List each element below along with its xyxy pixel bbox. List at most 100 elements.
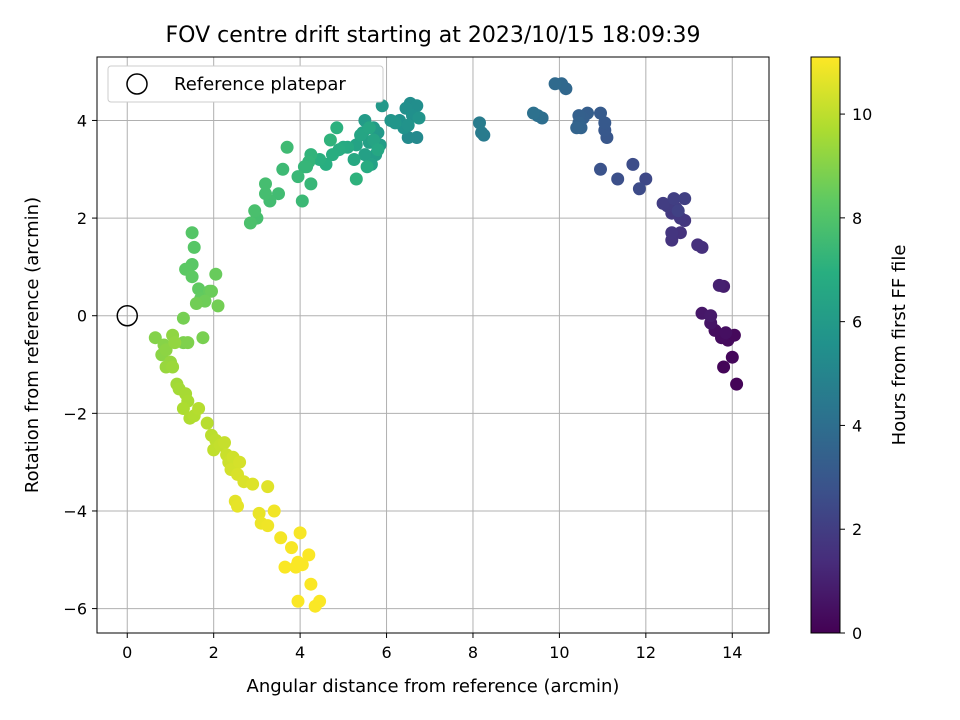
data-point	[211, 299, 225, 313]
colorbar-tick-label: 2	[852, 520, 862, 539]
plot-frame	[96, 56, 770, 634]
data-point	[611, 172, 625, 186]
data-point	[295, 558, 309, 572]
data-point	[665, 226, 679, 240]
data-point	[261, 519, 275, 533]
colorbar-tick-label: 8	[852, 209, 862, 228]
data-point	[274, 531, 288, 545]
legend-box	[107, 65, 384, 103]
data-point	[725, 350, 739, 364]
data-point	[371, 143, 385, 157]
data-point	[527, 106, 540, 120]
colorbar-label: Hours from first FF file	[889, 245, 910, 446]
data-point	[259, 177, 272, 191]
plot-area: 0 2 4 6 8 10 12 14 −6 −4 −2 0 2 4	[63, 56, 770, 662]
data-point	[218, 436, 231, 450]
y-tick-label: −2	[63, 404, 87, 423]
data-point	[192, 282, 206, 296]
data-point	[291, 170, 305, 184]
data-point	[233, 455, 247, 469]
legend: Reference platepar	[107, 65, 384, 103]
chart-title: FOV centre drift starting at 2023/10/15 …	[166, 23, 701, 48]
data-point	[295, 194, 309, 208]
data-point	[246, 477, 260, 491]
data-point	[243, 216, 257, 230]
colorbar-tick-label: 4	[852, 416, 862, 435]
data-point	[330, 121, 344, 135]
data-point	[176, 311, 190, 325]
y-tick-label: 2	[77, 209, 87, 228]
colorbar-tick-label: 0	[852, 624, 862, 643]
data-point	[691, 238, 705, 252]
data-point	[704, 309, 718, 323]
data-point	[639, 172, 653, 186]
data-point	[360, 160, 374, 174]
data-point	[159, 343, 173, 357]
data-point	[302, 548, 316, 562]
data-point	[261, 480, 275, 494]
legend-label-reference: Reference platepar	[174, 74, 346, 95]
data-point	[594, 106, 607, 120]
data-point	[148, 331, 162, 345]
data-point	[671, 204, 685, 218]
legend-marker-reference	[126, 73, 148, 95]
data-point	[326, 148, 339, 162]
x-axis-ticks: 0 2 4 6 8 10 12 14	[122, 633, 742, 662]
x-axis-label: Angular distance from reference (arcmin)	[247, 676, 620, 697]
y-axis-label: Rotation from reference (arcmin)	[22, 197, 43, 493]
data-point	[678, 192, 692, 206]
data-point	[185, 226, 199, 240]
grid-lines	[97, 57, 769, 633]
data-point	[192, 402, 206, 415]
x-tick-label: 2	[209, 643, 219, 662]
data-point	[347, 153, 361, 166]
x-tick-label: 12	[636, 643, 656, 662]
data-point	[358, 148, 372, 162]
data-point	[205, 284, 218, 298]
data-point	[209, 267, 223, 281]
y-tick-label: 4	[77, 111, 87, 130]
data-point	[308, 599, 322, 613]
data-point	[401, 131, 415, 144]
data-point	[667, 192, 681, 206]
data-point	[252, 506, 266, 520]
data-point	[401, 118, 415, 132]
x-tick-label: 8	[468, 643, 478, 662]
data-point	[412, 111, 426, 125]
colorbar-gradient	[810, 56, 841, 634]
x-tick-label: 14	[722, 643, 742, 662]
x-tick-label: 10	[549, 643, 569, 662]
data-point	[304, 577, 318, 591]
data-point	[231, 499, 244, 513]
data-point	[712, 278, 726, 292]
data-point	[367, 133, 381, 147]
data-point	[349, 172, 363, 186]
data-point	[323, 133, 337, 147]
data-point	[267, 504, 281, 518]
data-point	[594, 162, 607, 176]
data-point	[570, 121, 584, 135]
data-point	[354, 128, 368, 142]
y-tick-label: −4	[63, 502, 87, 521]
y-axis-ticks: −6 −4 −2 0 2 4	[63, 111, 97, 619]
x-tick-label: 0	[122, 643, 132, 662]
data-point	[280, 140, 294, 154]
data-point	[473, 116, 486, 130]
data-point	[187, 240, 201, 254]
data-point	[626, 157, 640, 171]
data-point	[304, 177, 318, 191]
data-point	[719, 326, 733, 340]
x-tick-label: 6	[381, 643, 391, 662]
data-points	[116, 77, 744, 613]
data-point	[632, 182, 646, 196]
data-point	[388, 116, 402, 130]
data-point	[548, 77, 562, 91]
data-point	[168, 336, 182, 350]
data-point	[276, 162, 290, 176]
data-point	[259, 187, 272, 201]
data-point	[410, 99, 424, 113]
data-point	[293, 526, 307, 540]
x-tick-label: 4	[295, 643, 305, 662]
data-point	[291, 594, 305, 608]
